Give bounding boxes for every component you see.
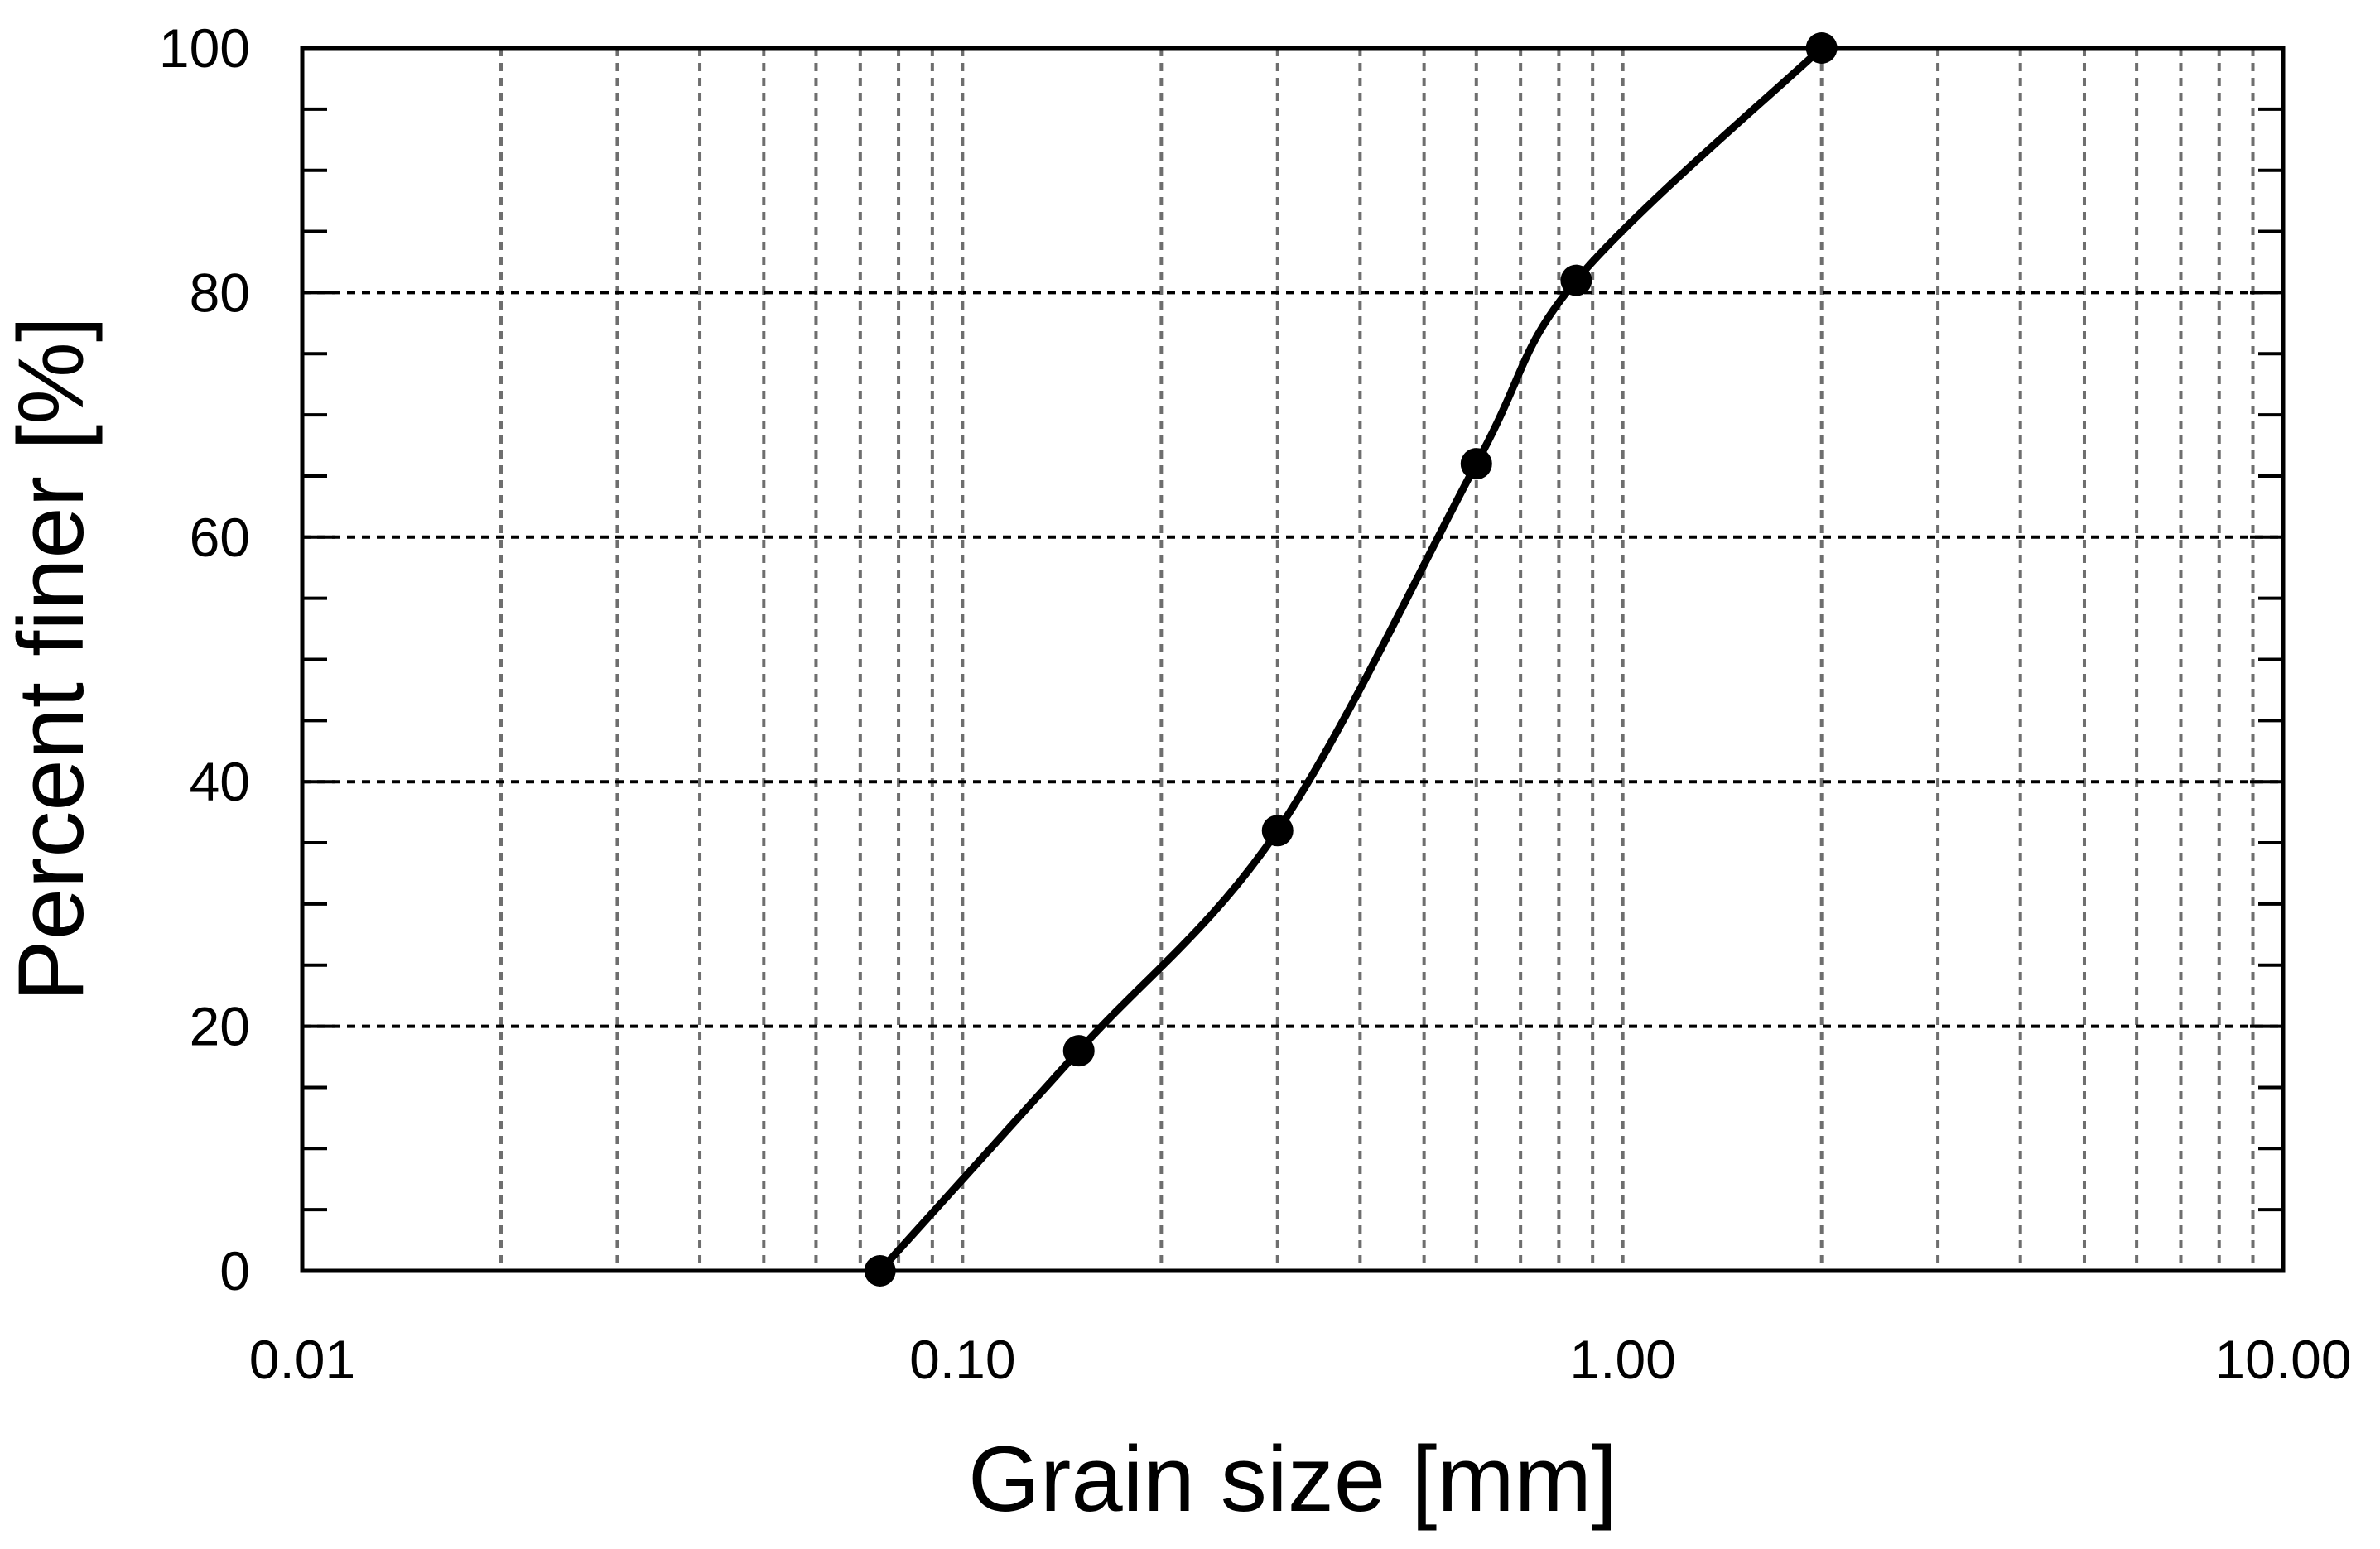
y-axis-title: Percent finer [%] <box>0 316 103 1002</box>
y-tick-label: 0 <box>219 1240 250 1301</box>
axis-ticks <box>302 46 2283 1272</box>
grid-lines <box>302 48 2283 1271</box>
y-tick-label: 80 <box>190 262 250 323</box>
tick-labels: 0.01 0.10 1.00 10.00 0 20 40 60 80 100 <box>159 17 2352 1390</box>
x-tick-label: 1.00 <box>1569 1329 1675 1390</box>
series-layer <box>864 32 1838 1287</box>
series-line <box>876 44 1826 1275</box>
x-tick-label: 10.00 <box>2214 1329 2351 1390</box>
y-tick-label: 20 <box>190 996 250 1057</box>
y-tick-label: 60 <box>190 507 250 568</box>
data-point <box>1805 32 1838 64</box>
plot-frame <box>300 46 2286 1273</box>
x-axis-title: Grain size [mm] <box>968 1427 1617 1531</box>
data-point <box>1560 264 1592 296</box>
x-tick-label: 0.01 <box>249 1329 355 1390</box>
y-tick-label: 100 <box>159 17 250 79</box>
data-point <box>1062 1035 1095 1067</box>
data-point <box>864 1255 896 1287</box>
x-tick-label: 0.10 <box>909 1329 1015 1390</box>
y-tick-label: 40 <box>190 751 250 812</box>
data-point <box>1261 815 1294 847</box>
data-point <box>1460 448 1492 480</box>
